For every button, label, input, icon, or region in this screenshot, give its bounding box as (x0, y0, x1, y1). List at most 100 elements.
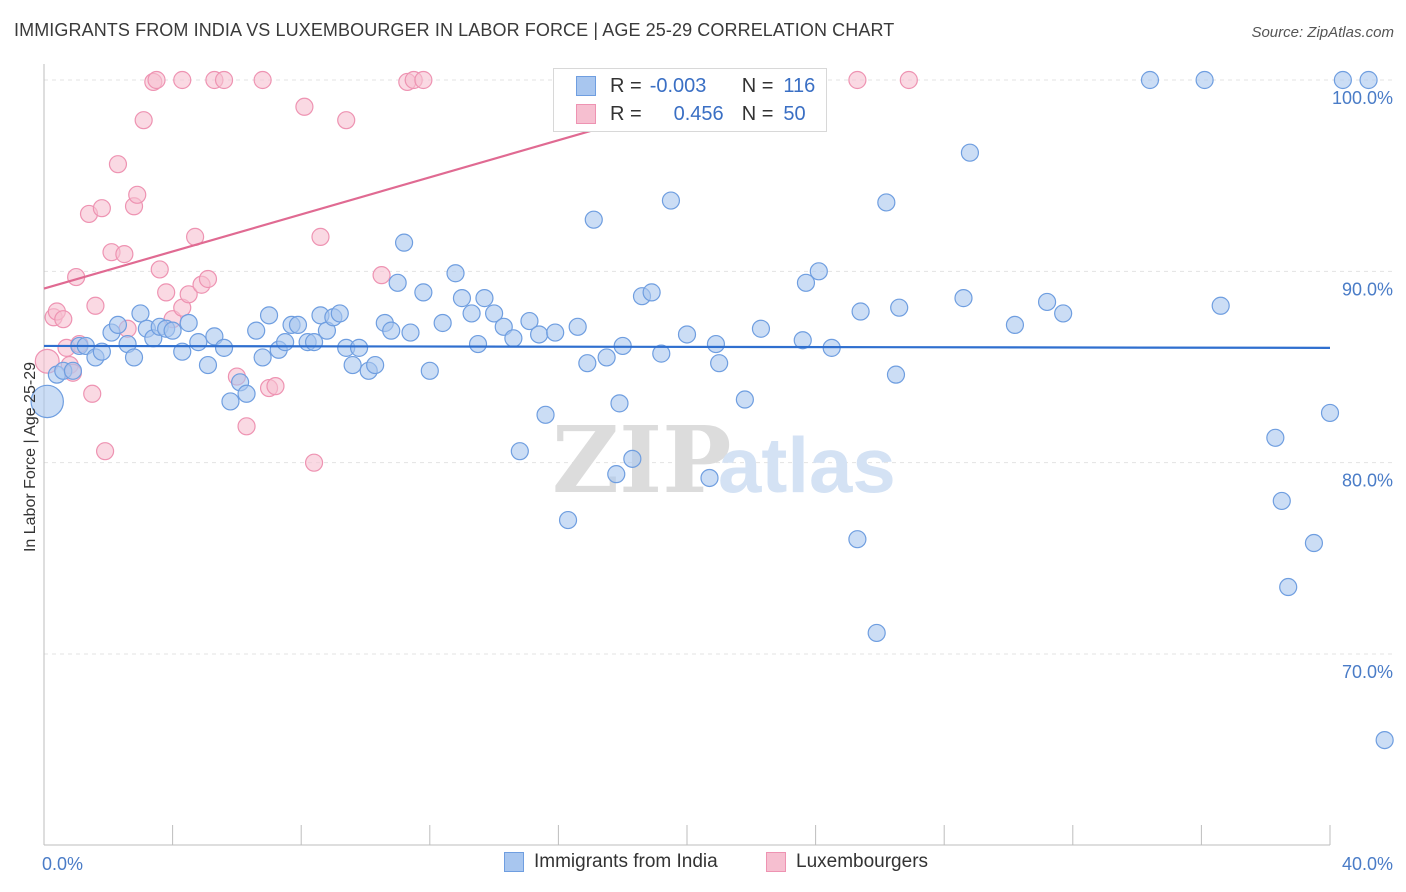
india-point-0 (30, 384, 64, 419)
bottom-swatch-lux (766, 852, 786, 872)
india-point-27 (247, 321, 266, 340)
lux-point-20 (134, 111, 153, 130)
lux-point-42 (337, 111, 356, 130)
lux-point-40 (304, 453, 324, 472)
india-point-3 (63, 361, 83, 380)
india-point-62 (520, 311, 539, 331)
y-tick-label-3: 70.0% (1342, 662, 1393, 682)
lux-point-22 (147, 70, 166, 90)
legend-lux-r-value: 0.456 (673, 102, 724, 125)
india-point-91 (867, 623, 886, 643)
india-point-52 (433, 313, 452, 333)
india-point-97 (1005, 315, 1025, 335)
india-point-21 (198, 355, 218, 375)
legend-lux-n-value: 50 (783, 102, 806, 125)
chart-title: IMMIGRANTS FROM INDIA VS LUXEMBOURGER IN… (14, 20, 895, 40)
india-point-106 (1304, 533, 1324, 553)
lux-point-46 (414, 70, 433, 90)
india-point-39 (330, 304, 349, 323)
lux-point-16 (115, 245, 134, 264)
bottom-legend-lux: Luxembourgers (766, 851, 928, 873)
lux-point-23 (150, 260, 169, 279)
legend-swatch-india (576, 76, 596, 96)
india-point-67 (568, 317, 587, 336)
lux-point-41 (311, 227, 330, 246)
india-point-41 (343, 355, 362, 375)
india-point-23 (214, 338, 234, 357)
india-point-95 (960, 143, 980, 162)
india-point-60 (504, 329, 523, 348)
india-point-85 (793, 331, 812, 350)
india-point-92 (877, 193, 896, 212)
legend-india-r-key: R = (610, 74, 642, 97)
india-point-109 (1359, 70, 1378, 90)
source-label: Source: ZipAtlas.com (1251, 24, 1394, 41)
india-point-20 (189, 333, 208, 352)
lux-point-15 (108, 155, 128, 174)
lux-point-3 (54, 310, 73, 329)
legend-lux-r-key: R = (610, 102, 642, 125)
lux-point-38 (266, 377, 285, 396)
lux-point-31 (198, 269, 218, 289)
x-tick-label-1: 40.0% (1342, 854, 1393, 874)
lux-point-28 (179, 285, 198, 304)
india-point-87 (809, 262, 828, 281)
lux-point-19 (128, 185, 147, 204)
legend-india-r-value: -0.003 (649, 74, 707, 97)
india-point-57 (475, 289, 494, 308)
india-point-107 (1320, 403, 1340, 423)
india-point-58 (485, 304, 504, 323)
india-point-11 (124, 348, 144, 367)
lux-point-33 (214, 70, 234, 90)
lux-point-43 (372, 266, 391, 285)
india-point-89 (848, 530, 867, 549)
india-point-96 (954, 289, 973, 308)
india-point-76 (642, 283, 661, 302)
lux-point-24 (157, 283, 176, 302)
lux-point-10 (83, 384, 102, 403)
lux-point-11 (86, 296, 105, 315)
india-point-69 (584, 210, 603, 229)
india-point-46 (382, 321, 401, 340)
india-point-53 (446, 264, 465, 283)
lux-point-12 (92, 199, 111, 218)
india-point-78 (661, 191, 681, 210)
india-point-94 (890, 298, 909, 317)
india-point-71 (607, 465, 626, 484)
india-point-44 (366, 355, 385, 375)
india-point-66 (558, 510, 578, 530)
india-points (30, 70, 1394, 750)
india-point-18 (173, 342, 192, 361)
india-point-74 (623, 449, 642, 468)
india-point-29 (259, 306, 279, 325)
india-point-24 (221, 392, 240, 411)
india-point-28 (253, 348, 272, 367)
india-point-49 (401, 323, 420, 342)
india-point-48 (394, 233, 414, 252)
india-point-50 (414, 283, 433, 302)
y-tick-label-2: 80.0% (1342, 471, 1393, 491)
india-point-72 (610, 394, 629, 413)
india-point-93 (886, 365, 906, 384)
bottom-legend-india: Immigrants from India (504, 851, 718, 873)
india-point-31 (276, 333, 295, 352)
india-point-80 (700, 468, 719, 488)
india-point-100 (1140, 70, 1160, 90)
india-point-81 (706, 334, 726, 354)
lux-point-35 (237, 417, 256, 436)
legend-india-n-value: 116 (783, 74, 816, 97)
india-point-102 (1211, 296, 1230, 315)
tick-labels: 100.0% 90.0% 80.0% 70.0% 0.0% 40.0% (42, 88, 1393, 874)
india-point-84 (751, 319, 771, 338)
india-point-17 (163, 321, 182, 340)
india-point-82 (710, 354, 729, 373)
legend-row-lux: R = 0.456 N = 50 (576, 100, 806, 128)
bottom-legend-lux-label: Luxembourgers (796, 851, 929, 872)
india-point-104 (1272, 491, 1291, 511)
india-point-103 (1266, 428, 1285, 447)
india-point-101 (1195, 70, 1214, 90)
y-axis-label: In Labor Force | Age 25-29 (22, 362, 39, 552)
india-point-61 (510, 442, 529, 461)
india-point-68 (578, 354, 597, 373)
